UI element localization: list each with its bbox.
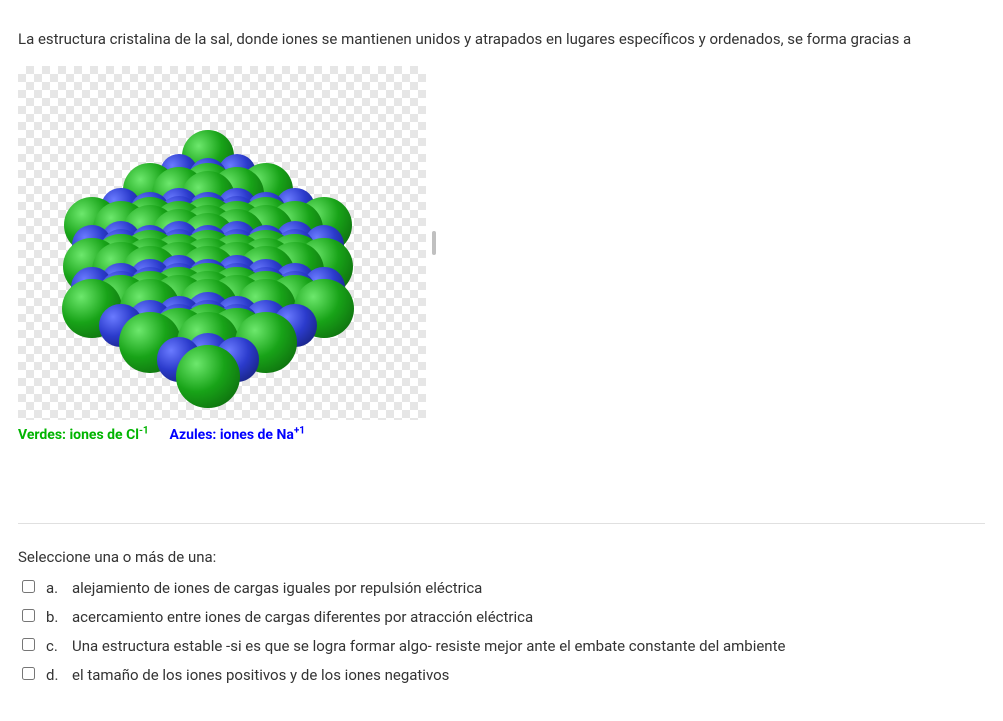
option-checkbox[interactable]: [22, 609, 35, 622]
option-letter: b.: [46, 607, 64, 628]
option-text: el tamaño de los iones positivos y de lo…: [72, 665, 449, 686]
option-text: Una estructura estable -si es que se log…: [72, 636, 785, 657]
option-text: acercamiento entre iones de cargas difer…: [72, 607, 533, 628]
options-list: a. alejamiento de iones de cargas iguales…: [18, 574, 985, 690]
option-checkbox[interactable]: [22, 667, 35, 680]
legend-blue-sup: +1: [294, 426, 305, 437]
legend-green: Verdes: iones de Cl-1: [18, 427, 152, 443]
crystal-image: [18, 66, 426, 420]
ion-legend: Verdes: iones de Cl-1 Azules: iones de N…: [18, 426, 985, 444]
legend-green-text: Verdes: iones de Cl: [18, 427, 139, 443]
option-row: a. alejamiento de iones de cargas iguales…: [18, 574, 985, 603]
option-row: c. Una estructura estable -si es que se l…: [18, 632, 985, 661]
option-letter: d.: [46, 665, 64, 686]
option-letter: c.: [46, 636, 64, 657]
legend-blue-text: Azules: iones de Na: [170, 427, 294, 443]
option-letter: a.: [46, 578, 64, 599]
scroll-thumb: [432, 231, 436, 255]
option-checkbox[interactable]: [22, 638, 35, 651]
option-checkbox[interactable]: [22, 580, 35, 593]
legend-green-sup: -1: [139, 426, 149, 437]
divider: [18, 523, 985, 524]
crystal-lattice: [18, 66, 426, 420]
chloride-ion: [176, 345, 239, 408]
question-text: La estructura cristalina de la sal, dond…: [18, 30, 985, 50]
select-prompt: Seleccione una o más de una:: [18, 548, 985, 566]
legend-blue: Azules: iones de Na+1: [170, 427, 306, 443]
option-row: b. acercamiento entre iones de cargas dif…: [18, 603, 985, 632]
option-text: alejamiento de iones de cargas iguales p…: [72, 578, 482, 599]
option-row: d. el tamaño de los iones positivos y de …: [18, 661, 985, 690]
